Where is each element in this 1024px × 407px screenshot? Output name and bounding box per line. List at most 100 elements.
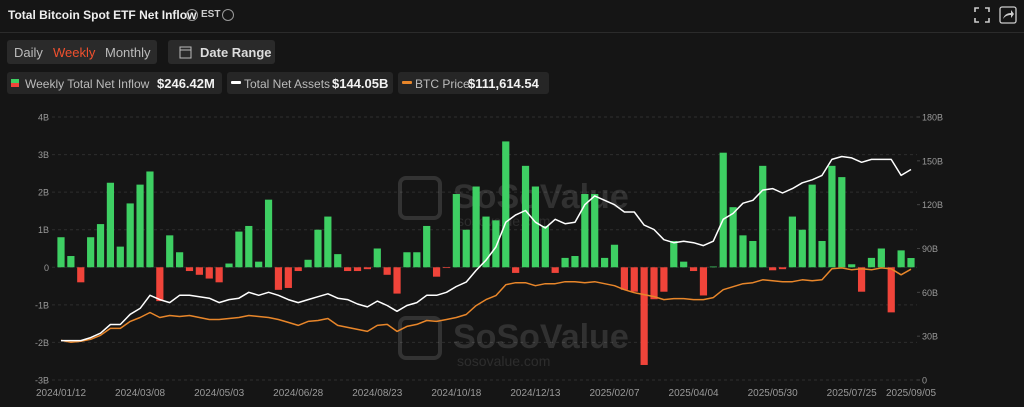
y2-tick-label: 90B: [922, 244, 938, 254]
legend-swatch: [231, 81, 241, 84]
info-icon[interactable]: [186, 9, 198, 21]
tab[interactable]: Daily: [14, 45, 43, 60]
bar: [571, 256, 579, 268]
bar: [126, 203, 134, 268]
x-tick-label: 2024/03/08: [115, 388, 165, 399]
bar: [769, 267, 777, 271]
legend-value: $144.05B: [332, 76, 389, 91]
legend-label: Weekly Total Net Inflow: [25, 77, 150, 91]
legend-value: $246.42M: [157, 76, 215, 91]
bar: [413, 252, 421, 268]
bar: [857, 267, 866, 292]
y2-tick-label: 30B: [922, 332, 938, 342]
bar: [482, 216, 490, 268]
bar: [867, 257, 876, 268]
bar: [897, 250, 905, 268]
page-title: Total Bitcoin Spot ETF Net Inflow: [8, 8, 197, 22]
legend-label: Total Net Assets: [244, 77, 331, 91]
bar: [205, 267, 213, 279]
bar: [116, 246, 124, 268]
bar: [610, 244, 619, 268]
bar: [472, 186, 480, 268]
bar: [452, 194, 460, 268]
bar: [551, 267, 559, 273]
bar: [324, 216, 332, 268]
date-range-label: Date Range: [200, 45, 272, 60]
bar: [235, 231, 243, 268]
bar: [195, 267, 203, 275]
legend-value: $111,614.54: [468, 76, 539, 91]
y2-tick-label: 150B: [922, 156, 943, 166]
bar: [393, 267, 401, 294]
bar: [87, 237, 95, 268]
watermark-url: sosovalue.com: [457, 213, 550, 229]
date-range-button[interactable]: Date Range: [168, 40, 275, 64]
bar: [838, 177, 846, 268]
bar: [96, 224, 105, 268]
bar: [907, 258, 915, 268]
bar: [887, 267, 895, 313]
bar: [620, 267, 628, 290]
bar: [462, 229, 470, 268]
bar: [146, 171, 154, 268]
x-tick-label: 2025/04/04: [669, 388, 719, 399]
x-tick-label: 2025/07/25: [827, 388, 877, 399]
bar: [640, 267, 648, 365]
bar: [225, 263, 233, 268]
bar: [185, 267, 194, 272]
bar: [77, 267, 85, 283]
bar: [432, 267, 441, 277]
bar: [353, 267, 362, 272]
bar: [274, 267, 283, 290]
watermark-logo: [398, 316, 442, 360]
bar: [601, 257, 609, 268]
bar: [245, 225, 253, 268]
bar: [502, 141, 510, 268]
bar: [423, 225, 431, 268]
bar: [581, 194, 589, 268]
y-tick-label: 2B: [38, 188, 49, 198]
watermark-logo: [398, 176, 442, 220]
bar: [719, 152, 727, 268]
bar: [442, 267, 451, 269]
separator: [0, 32, 1024, 33]
y-tick-label: -1B: [35, 300, 49, 310]
legend-label: BTC Price: [415, 77, 470, 91]
y-tick-label: 4B: [38, 113, 49, 123]
bar: [403, 252, 411, 268]
bar: [57, 237, 65, 268]
y2-tick-label: 60B: [922, 288, 938, 298]
line: [60, 267, 912, 344]
share-button[interactable]: [999, 6, 1017, 24]
bar: [828, 165, 836, 268]
bar: [521, 165, 530, 268]
line: [61, 155, 912, 342]
x-tick-label: 2024/12/13: [510, 388, 560, 399]
y-tick-label: -3B: [35, 376, 49, 386]
legend-item[interactable]: BTC Price $111,614.54: [398, 72, 549, 94]
bar: [561, 257, 569, 268]
y2-tick-label: 120B: [922, 200, 943, 210]
x-tick-label: 2024/01/12: [36, 388, 86, 399]
tab[interactable]: Weekly: [53, 45, 96, 60]
legend-item[interactable]: Weekly Total Net Inflow $246.42M: [7, 72, 222, 94]
bar: [739, 235, 747, 268]
x-tick-label: 2025/05/30: [748, 388, 798, 399]
info-icon[interactable]: [222, 9, 234, 21]
tab[interactable]: Monthly: [105, 45, 151, 60]
x-tick-label: 2024/10/18: [431, 388, 481, 399]
legend-item[interactable]: Total Net Assets $144.05B: [227, 72, 393, 94]
fullscreen-button[interactable]: [973, 6, 991, 24]
bar: [334, 254, 342, 268]
bar: [808, 184, 816, 268]
watermark: SoSoValue: [453, 318, 629, 356]
y2-tick-label: 180B: [922, 113, 943, 123]
bar: [541, 225, 549, 268]
bar: [373, 248, 381, 268]
bar: [818, 240, 826, 268]
x-tick-label: 2024/05/03: [194, 388, 244, 399]
y-tick-label: 3B: [38, 150, 49, 160]
watermark: SoSoValue: [453, 178, 629, 216]
bar: [176, 252, 184, 268]
